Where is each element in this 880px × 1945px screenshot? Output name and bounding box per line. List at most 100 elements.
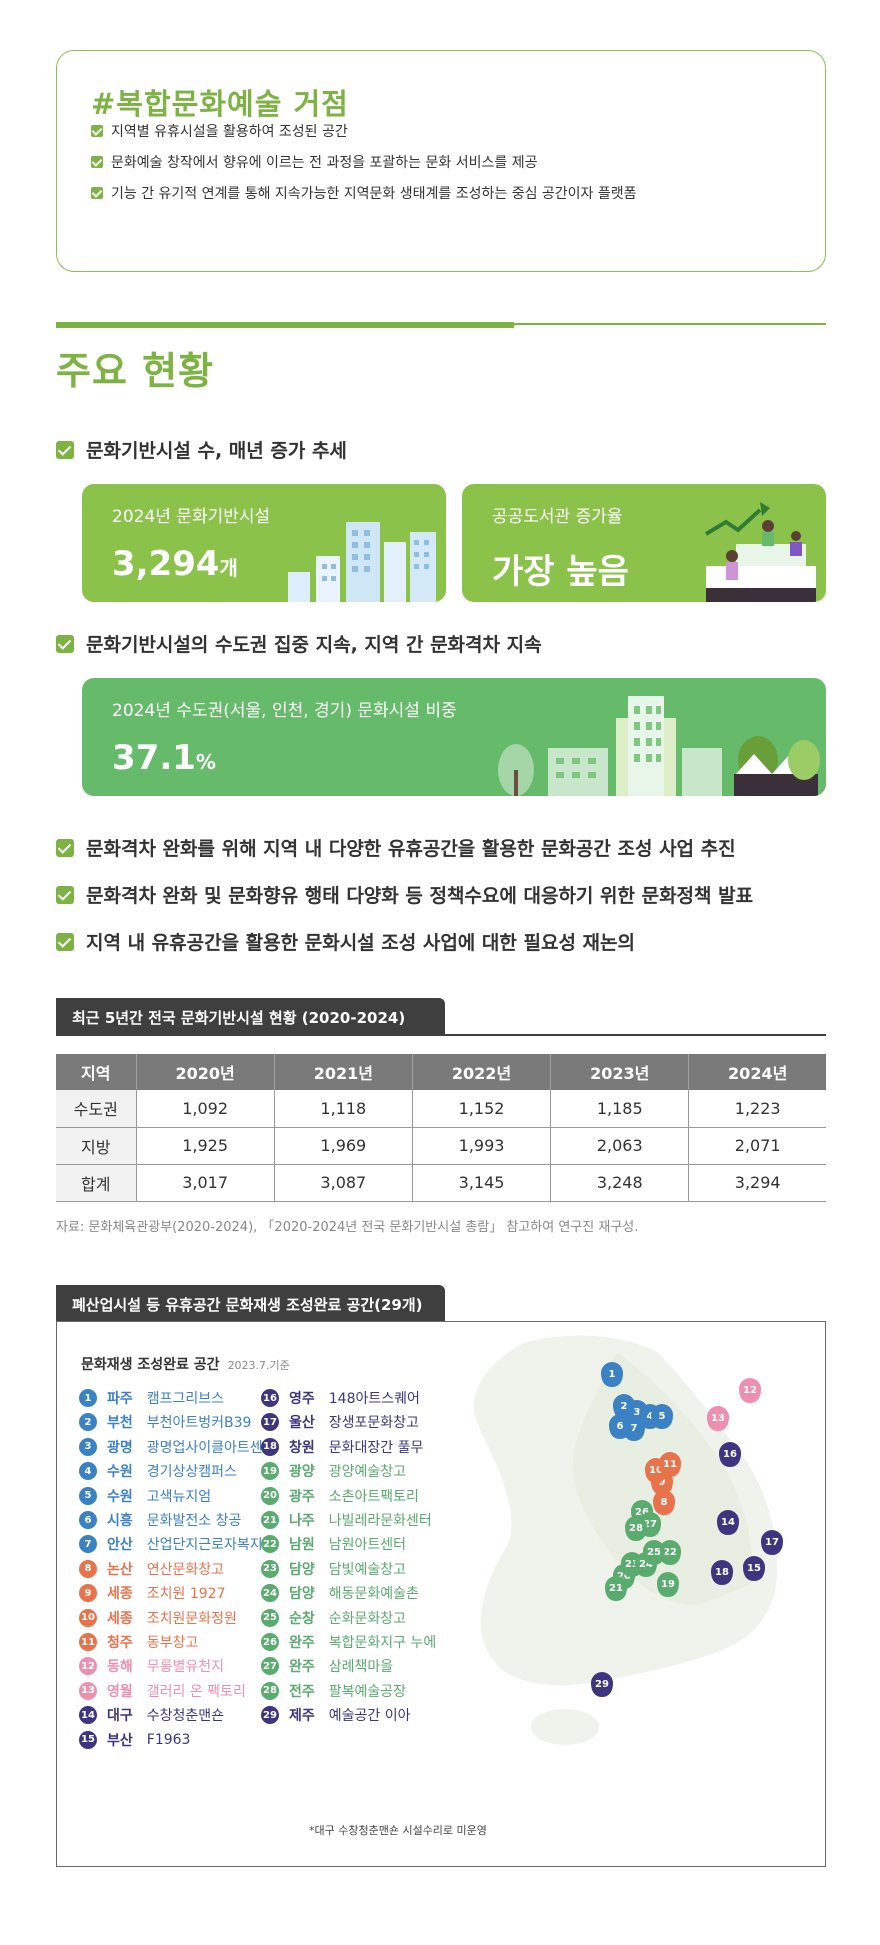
legend-item: 11 청주 동부창고 <box>79 1632 198 1652</box>
legend-place-name: 복합문화지구 누에 <box>328 1635 437 1651</box>
svg-text:21: 21 <box>609 1583 623 1594</box>
table-cell: 1,092 <box>136 1090 275 1128</box>
table-source: 자료: 문화체육관광부(2020-2024), 「2020-2024년 전국 문… <box>56 1220 639 1235</box>
legend-place-name: F1963 <box>146 1731 191 1748</box>
legend-place-name: 조치원문화정원 <box>146 1610 237 1627</box>
map-pin: 5 <box>651 1404 673 1429</box>
legend-city: 담양 <box>289 1586 315 1603</box>
legend-city: 안산 <box>107 1537 133 1554</box>
svg-text:15: 15 <box>747 1563 761 1574</box>
check-icon <box>56 932 74 951</box>
map-note: *대구 수창청춘맨숀 시설수리로 미운영 <box>309 1824 487 1837</box>
table-cell: 3,294 <box>688 1164 826 1202</box>
svg-text:1: 1 <box>609 1369 616 1380</box>
status-bullet: 문화기반시설 수, 매년 증가 추세 <box>56 436 347 463</box>
legend-number-badge: 13 <box>79 1681 97 1700</box>
svg-text:24: 24 <box>639 1559 653 1570</box>
hub-title: #복합문화예술 거점 <box>91 87 349 121</box>
legend-city: 세종 <box>107 1610 133 1627</box>
legend-item: 21 나주 나빌레라문화센터 <box>261 1510 432 1530</box>
map-pin: 19 <box>657 1572 679 1597</box>
map-pin: 15 <box>743 1556 765 1581</box>
table-cell: 1,185 <box>550 1090 690 1128</box>
legend-item: 24 담양 해동문화예술촌 <box>261 1583 419 1603</box>
svg-text:12: 12 <box>743 1385 757 1396</box>
status-bullet: 문화격차 완화 및 문화향유 행태 다양화 등 정책수요에 대응하기 위한 문화… <box>56 881 753 908</box>
legend-place-name: 동부창고 <box>146 1635 199 1651</box>
city-skyline-icon <box>498 696 820 796</box>
city-buildings-icon <box>288 522 436 602</box>
legend-item: 17 울산 장생포문화창고 <box>261 1412 419 1432</box>
status-bullet: 문화기반시설의 수도권 집중 지속, 지역 간 문화격차 지속 <box>56 630 542 657</box>
legend-number-badge: 7 <box>79 1535 97 1554</box>
map-heading: 문화재생 조성완료 공간 2023.7.기준 <box>81 1357 290 1373</box>
legend-city: 세종 <box>107 1586 133 1603</box>
legend-item: 9 세종 조치원 1927 <box>79 1583 226 1603</box>
map-pin: 22 <box>659 1540 681 1565</box>
metro-share-card: 2024년 수도권(서울, 인천, 경기) 문화시설 비중 37.1% <box>82 678 826 796</box>
legend-place-name: 삼례책마을 <box>328 1659 394 1676</box>
legend-number-badge: 19 <box>261 1462 279 1481</box>
legend-city: 수원 <box>107 1488 133 1505</box>
legend-city: 논산 <box>107 1561 133 1578</box>
check-icon <box>91 187 103 199</box>
map-pin: 12 <box>739 1378 761 1403</box>
table-cell: 1,223 <box>688 1090 826 1128</box>
legend-place-name: 문화발전소 창공 <box>146 1513 242 1529</box>
legend-item: 4 수원 경기상상캠퍼스 <box>79 1461 237 1481</box>
legend-number-badge: 8 <box>79 1559 97 1578</box>
table-header-cell: 2022년 <box>412 1054 552 1090</box>
table-cell: 1,152 <box>412 1090 552 1128</box>
svg-text:20: 20 <box>617 1571 631 1582</box>
table-title-underline <box>56 1034 826 1036</box>
legend-city: 동해 <box>107 1659 133 1676</box>
legend-number-badge: 20 <box>261 1486 279 1505</box>
svg-text:16: 16 <box>723 1449 737 1460</box>
svg-text:3: 3 <box>634 1407 641 1418</box>
legend-place-name: 무릉별유천지 <box>146 1659 225 1676</box>
table-cell: 2,071 <box>688 1127 826 1165</box>
map-pin: 28 <box>625 1516 647 1541</box>
legend-city: 완주 <box>289 1635 315 1651</box>
legend-number-badge: 4 <box>79 1462 97 1481</box>
status-bullet: 문화격차 완화를 위해 지역 내 다양한 유휴공간을 활용한 문화공간 조성 사… <box>56 834 736 861</box>
table-row-header: 수도권 <box>56 1090 137 1128</box>
legend-number-badge: 17 <box>261 1413 279 1432</box>
legend-place-name: 연산문화창고 <box>146 1561 225 1578</box>
table-cell: 3,087 <box>274 1164 413 1202</box>
legend-item: 29 제주 예술공간 이아 <box>261 1705 411 1725</box>
legend-number-badge: 27 <box>261 1657 279 1676</box>
legend-number-badge: 5 <box>79 1486 97 1505</box>
legend-city: 울산 <box>289 1415 315 1432</box>
legend-number-badge: 1 <box>79 1389 97 1407</box>
card-value: 가장 높음 <box>492 552 629 592</box>
legend-number-badge: 11 <box>79 1633 97 1651</box>
legend-number-badge: 3 <box>79 1437 97 1456</box>
legend-item: 10 세종 조치원문화정원 <box>79 1608 237 1628</box>
check-icon <box>56 440 74 459</box>
map-pin: 11 <box>659 1452 681 1477</box>
legend-place-name: 광명업사이클아트센터 <box>146 1439 276 1456</box>
svg-text:4: 4 <box>647 1411 654 1422</box>
legend-number-badge: 25 <box>261 1608 279 1627</box>
legend-place-name: 산업단지근로자복지관 <box>146 1537 276 1554</box>
map-pin: 18 <box>711 1560 733 1585</box>
section-divider-accent <box>56 322 514 328</box>
map-pin: 8 <box>653 1490 675 1515</box>
svg-text:7: 7 <box>631 1423 638 1434</box>
legend-city: 부천 <box>107 1415 133 1432</box>
status-bullet: 지역 내 유휴공간을 활용한 문화시설 조성 사업에 대한 필요성 재논의 <box>56 928 635 955</box>
legend-place-name: 갤러리 온 팩토리 <box>146 1683 246 1700</box>
map-pin: 14 <box>717 1510 739 1535</box>
hub-item: 기능 간 유기적 연계를 통해 지속가능한 지역문화 생태계를 조성하는 중심 … <box>91 183 637 203</box>
svg-text:23: 23 <box>625 1559 639 1570</box>
svg-text:13: 13 <box>711 1413 725 1424</box>
map-title: 폐산업시설 등 유휴공간 문화재생 조성완료 공간(29개) <box>56 1285 445 1321</box>
legend-item: 22 남원 남원아트센터 <box>261 1534 406 1554</box>
legend-item: 13 영월 갤러리 온 팩토리 <box>79 1681 246 1701</box>
legend-city: 창원 <box>289 1439 315 1456</box>
legend-city: 완주 <box>289 1659 315 1676</box>
legend-item: 5 수원 고색뉴지엄 <box>79 1486 211 1506</box>
legend-city: 청주 <box>107 1635 133 1651</box>
legend-place-name: 예술공간 이아 <box>328 1708 411 1725</box>
